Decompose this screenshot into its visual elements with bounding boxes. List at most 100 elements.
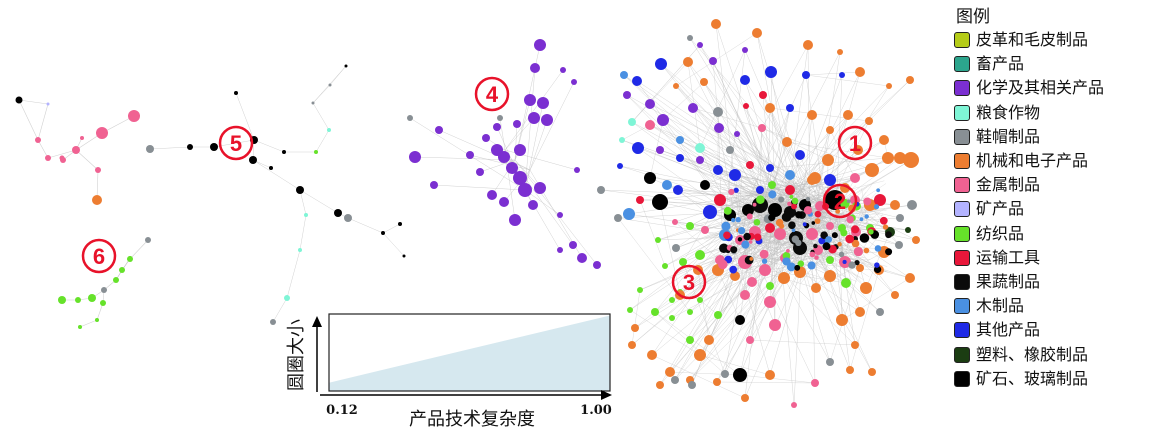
network-edge: [699, 49, 746, 149]
network-node: [758, 124, 766, 132]
network-node: [850, 173, 860, 183]
network-node: [737, 226, 746, 235]
network-node: [828, 245, 837, 254]
network-node: [824, 174, 836, 186]
network-node: [381, 231, 385, 235]
network-node: [824, 270, 836, 282]
network-node: [75, 297, 81, 303]
network-node: [72, 146, 80, 154]
network-node: [774, 228, 786, 240]
network-node: [723, 206, 732, 215]
network-edge: [783, 85, 890, 196]
network-node: [713, 107, 723, 117]
network-node: [657, 114, 669, 126]
network-node: [696, 156, 704, 164]
network-node: [791, 197, 799, 205]
network-edge: [382, 223, 401, 234]
network-node: [46, 102, 50, 106]
network-node: [895, 241, 903, 249]
network-node: [851, 239, 860, 248]
network-node: [837, 49, 843, 55]
network-node: [906, 76, 914, 84]
network-edge: [736, 133, 771, 229]
network-node: [795, 150, 805, 160]
network-edge: [739, 228, 753, 321]
network-edge: [865, 231, 891, 289]
network-node: [652, 194, 668, 210]
network-node: [811, 283, 821, 293]
network-node: [807, 110, 817, 120]
network-edge: [654, 311, 741, 376]
network-node: [647, 350, 657, 360]
network-node: [146, 145, 154, 153]
network-edge: [739, 374, 816, 384]
network-node: [868, 368, 876, 376]
network-edge: [793, 179, 831, 196]
network-node: [882, 152, 894, 164]
legend-label: 果蔬制品: [976, 271, 1041, 291]
network-edge: [780, 256, 811, 272]
network-node: [746, 213, 753, 220]
network-node: [730, 246, 738, 254]
network-edge: [755, 254, 831, 262]
network-node: [636, 196, 644, 204]
legend-item: 鞋帽制品: [952, 125, 1147, 149]
network-edge: [524, 67, 536, 191]
network-node: [890, 200, 900, 210]
network-node: [100, 300, 106, 306]
network-node: [672, 219, 678, 225]
network-node: [765, 66, 777, 78]
network-edge: [47, 149, 77, 159]
network-node: [656, 146, 664, 154]
network-edge: [514, 123, 518, 161]
network-node: [768, 190, 777, 199]
network-node: [879, 135, 889, 145]
network-node: [645, 120, 655, 130]
network-node: [210, 143, 218, 151]
network-node: [891, 291, 899, 299]
network-node: [735, 315, 745, 325]
network-node: [778, 272, 790, 284]
network-edge: [382, 232, 405, 257]
network-node: [765, 223, 775, 233]
network-node: [327, 128, 331, 132]
network-node: [756, 195, 765, 204]
network-edge: [816, 247, 853, 286]
network-edge: [734, 174, 784, 252]
network-edge: [769, 107, 870, 122]
network-node: [731, 217, 736, 223]
network-edge: [759, 177, 856, 191]
legend-label: 其他产品: [976, 320, 1041, 340]
network-node: [506, 162, 518, 174]
network-edge: [18, 99, 39, 141]
network-node: [743, 232, 751, 241]
network-node: [764, 296, 776, 308]
network-edge: [504, 69, 564, 151]
network-node: [714, 311, 722, 319]
cluster-label: 2: [834, 189, 846, 214]
legend-swatch: [954, 273, 970, 290]
network-edge: [697, 187, 763, 271]
network-node: [782, 257, 791, 266]
network-node: [249, 156, 257, 164]
network-edge: [692, 107, 821, 197]
network-edge: [761, 127, 873, 171]
legend-swatch: [954, 177, 970, 194]
network-node: [874, 194, 886, 206]
network-node: [729, 169, 741, 181]
legend-swatch: [954, 128, 970, 145]
network-edge: [786, 141, 889, 159]
network-node: [688, 381, 696, 389]
network-node: [623, 208, 635, 220]
cluster-label-ring: [474, 76, 510, 112]
network-node: [728, 188, 735, 196]
network-node: [759, 249, 769, 259]
network-node: [711, 19, 721, 29]
network-node: [679, 258, 687, 266]
legend-swatch: [954, 298, 970, 315]
network-node: [284, 295, 290, 301]
network-edge: [626, 94, 701, 161]
network-node: [694, 349, 706, 361]
network-node: [807, 261, 816, 270]
network-node: [785, 170, 795, 180]
